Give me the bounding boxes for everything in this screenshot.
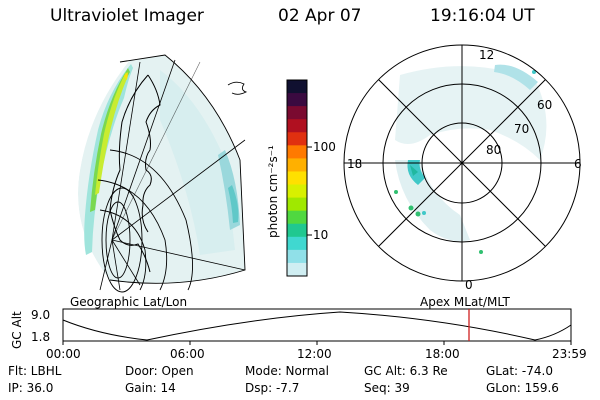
colorbar-swatch: [287, 171, 307, 186]
polar-map: [343, 44, 581, 282]
geographic-map: [78, 54, 248, 293]
info-door: Door: Open: [125, 364, 194, 378]
info-flt: Flt: LBHL: [8, 364, 62, 378]
info-glon: GLon: 159.6: [486, 381, 559, 395]
colorbar-swatch: [287, 158, 307, 172]
colorbar: [286, 79, 308, 277]
instrument-title: Ultraviolet Imager: [50, 6, 204, 26]
geo-panel-caption: Geographic Lat/Lon: [70, 295, 188, 309]
colorbar-swatch: [287, 249, 307, 264]
colorbar-tick-10: 10: [313, 228, 329, 242]
info-glat: GLat: -74.0: [486, 364, 553, 378]
colorbar-swatch: [287, 210, 307, 225]
colorbar-swatch: [287, 184, 307, 199]
altitude-plot: [62, 308, 572, 345]
time-label: 19:16:04 UT: [430, 6, 535, 26]
info-gc-alt: GC Alt: 6.3 Re: [364, 364, 448, 378]
mlt-label-6: 6: [574, 157, 582, 171]
alt-ytick-9: 9.0: [31, 308, 51, 322]
alt-xtick-2359: 23:59: [552, 347, 587, 361]
alt-xtick-0000: 00:00: [46, 347, 81, 361]
colorbar-swatch: [287, 223, 307, 238]
alt-xtick-1800: 18:00: [425, 347, 460, 361]
colorbar-swatch: [287, 145, 307, 159]
info-dsp: Dsp: -7.7: [245, 381, 300, 395]
alt-ytick-1-8: 1.8: [31, 330, 51, 344]
info-ip: IP: 36.0: [8, 381, 54, 395]
colorbar-unit-label: photon cm⁻²s⁻¹: [266, 145, 280, 238]
mlat-label-60: 60: [537, 98, 553, 112]
info-seq: Seq: 39: [364, 381, 410, 395]
alt-ylabel: GC Alt: [10, 311, 24, 349]
colorbar-swatch: [287, 236, 307, 251]
alt-xtick-1200: 12:00: [297, 347, 332, 361]
colorbar-swatch: [287, 106, 307, 120]
colorbar-tick-100: 100: [313, 140, 336, 154]
colorbar-swatch: [287, 132, 307, 146]
mlt-label-0: 0: [465, 278, 473, 292]
colorbar-swatch: [287, 197, 307, 212]
alt-xtick-0600: 06:00: [170, 347, 205, 361]
mlat-label-70: 70: [514, 122, 530, 136]
mlt-label-18: 18: [347, 157, 363, 171]
date-label: 02 Apr 07: [278, 6, 362, 26]
colorbar-swatch: [287, 119, 307, 133]
info-mode: Mode: Normal: [245, 364, 329, 378]
colorbar-swatch: [287, 262, 307, 277]
colorbar-frame: [286, 79, 308, 277]
polar-panel-caption: Apex MLat/MLT: [420, 295, 510, 309]
mlat-label-80: 80: [486, 143, 502, 157]
colorbar-swatch: [287, 93, 307, 107]
colorbar-swatch: [287, 80, 307, 94]
info-gain: Gain: 14: [125, 381, 176, 395]
mlt-label-12: 12: [479, 48, 495, 62]
